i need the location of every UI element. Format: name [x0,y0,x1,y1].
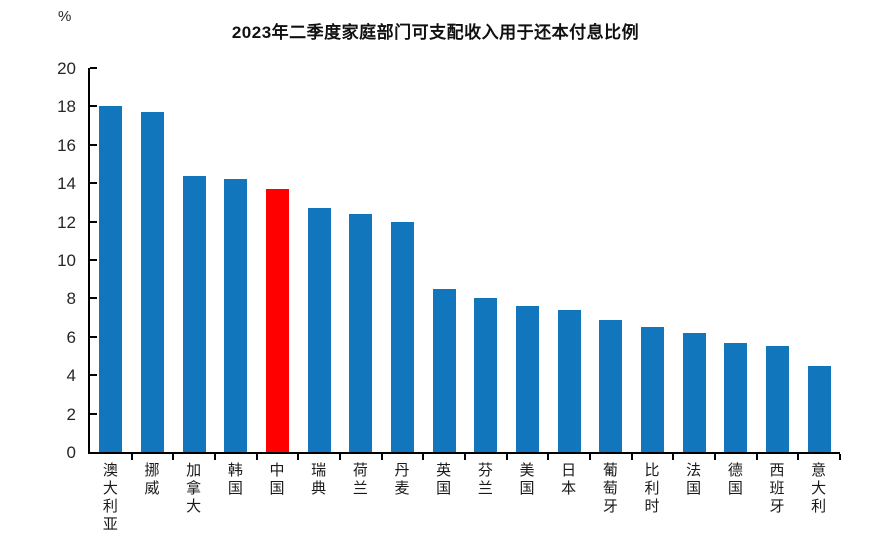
bar [141,112,164,452]
x-tick-label: 英国 [434,462,452,498]
bar-highlight [266,188,289,452]
y-tick-mark [90,374,97,377]
x-tick-mark [339,454,341,460]
bar [391,221,414,452]
x-tick-label: 澳大利亚 [100,462,118,534]
bar [432,288,456,452]
chart-title: 2023年二季度家庭部门可支配收入用于还本付息比例 [231,23,640,42]
y-tick-mark [90,143,97,146]
x-tick-mark [380,454,383,460]
bar [807,365,831,452]
bar [474,298,498,452]
y-tick-mark [90,259,97,261]
y-tick-mark [90,412,97,415]
y-tick-label: 0 [66,443,76,462]
bar [766,346,789,452]
x-tick-label: 法国 [684,462,702,498]
bar [182,175,206,452]
x-tick-mark [422,454,425,460]
x-tick-mark [297,454,300,460]
bar [641,327,664,452]
x-tick-label: 西班牙 [767,462,785,516]
x-tick-label: 瑞典 [309,462,327,498]
x-tick-mark [172,454,175,460]
y-tick-label: 14 [57,174,76,194]
x-tick-mark [839,454,841,460]
y-tick-label: 20 [57,59,76,78]
y-tick-mark [90,335,97,338]
bar [516,306,539,452]
y-tick-mark [90,105,97,108]
bar [224,179,248,452]
x-tick-label: 葡萄牙 [600,462,618,516]
x-tick-mark [255,454,258,460]
x-tick-mark [130,454,133,460]
x-tick-label: 荷兰 [350,462,368,498]
x-tick-mark [630,454,633,460]
bar [99,106,123,452]
x-tick-label: 比利时 [642,462,660,516]
x-tick-mark [505,454,508,460]
bar [599,319,623,452]
y-tick-label: 6 [66,327,76,347]
y-tick-label: 4 [66,366,76,386]
x-tick-mark [755,454,758,460]
bar [724,342,748,452]
x-tick-mark [672,454,675,460]
y-tick-mark [90,182,97,185]
x-tick-label: 中国 [267,462,285,498]
x-tick-mark [464,454,466,460]
y-tick-label: 8 [66,289,76,309]
bar [682,332,706,452]
x-tick-mark [214,454,216,460]
x-tick-label: 加拿大 [184,462,202,516]
x-tick-mark [797,454,800,460]
y-tick-label: 18 [57,97,76,117]
bar [307,208,331,452]
x-tick-mark [547,454,550,460]
y-axis-unit-label: % [58,8,72,25]
x-tick-label: 韩国 [225,462,243,498]
x-tick-label: 芬兰 [475,462,493,498]
x-tick-label: 意大利 [809,462,827,516]
y-tick-label: 12 [57,212,76,232]
x-tick-label: 日本 [559,462,577,498]
bar [557,309,581,452]
bar [349,213,373,452]
y-tick-mark [90,67,97,69]
x-tick-label: 美国 [517,462,535,498]
x-tick-label: 挪威 [142,462,160,498]
y-tick-label: 10 [57,251,76,270]
y-tick-mark [90,297,97,300]
x-tick-mark [589,454,591,460]
y-tick-label: 2 [66,404,76,424]
x-tick-label: 丹麦 [392,462,410,498]
y-tick-mark [90,220,97,223]
x-tick-mark [714,454,716,460]
x-tick-label: 德国 [725,462,743,498]
plot-area: 0 2 4 6 8 10 12 14 16 18 20 澳大利亚 挪威 加拿大 韩国 中国 瑞典 荷兰 丹麦 英国 芬兰… [57,60,841,534]
y-tick-label: 16 [57,135,76,155]
